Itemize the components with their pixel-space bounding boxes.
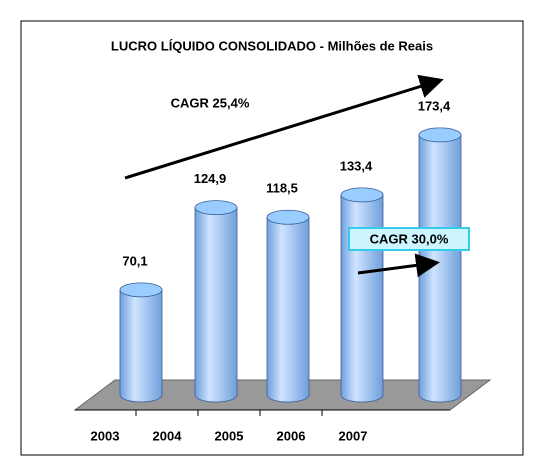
x-tick-label: 2003: [91, 428, 120, 443]
annotation-box: [348, 227, 470, 251]
value-label: 118,5: [266, 181, 298, 196]
annotation: CAGR 30,0%: [370, 231, 449, 246]
x-tick-label: 2006: [277, 428, 306, 443]
bar-top: [266, 209, 310, 225]
value-label: 124,9: [194, 171, 227, 186]
annotation: CAGR 25,4%: [171, 95, 250, 110]
x-tick-label: 2007: [339, 428, 368, 443]
bar-top: [119, 282, 163, 298]
value-label: 173,4: [418, 98, 451, 113]
value-label: 70,1: [122, 253, 147, 268]
bar: [119, 289, 163, 403]
arrow: [124, 74, 444, 180]
arrow: [357, 253, 440, 278]
bar: [266, 216, 310, 403]
value-label: 133,4: [340, 158, 373, 173]
bar: [194, 207, 238, 403]
chart-title: LUCRO LÍQUIDO CONSOLIDADO - Milhões de R…: [111, 38, 433, 53]
x-tick-label: 2005: [215, 428, 244, 443]
bar: [340, 194, 384, 403]
bar-top: [418, 127, 462, 143]
bar: [418, 134, 462, 403]
x-tick-label: 2004: [153, 428, 183, 443]
bar-top: [194, 200, 238, 216]
bar-top: [340, 187, 384, 203]
